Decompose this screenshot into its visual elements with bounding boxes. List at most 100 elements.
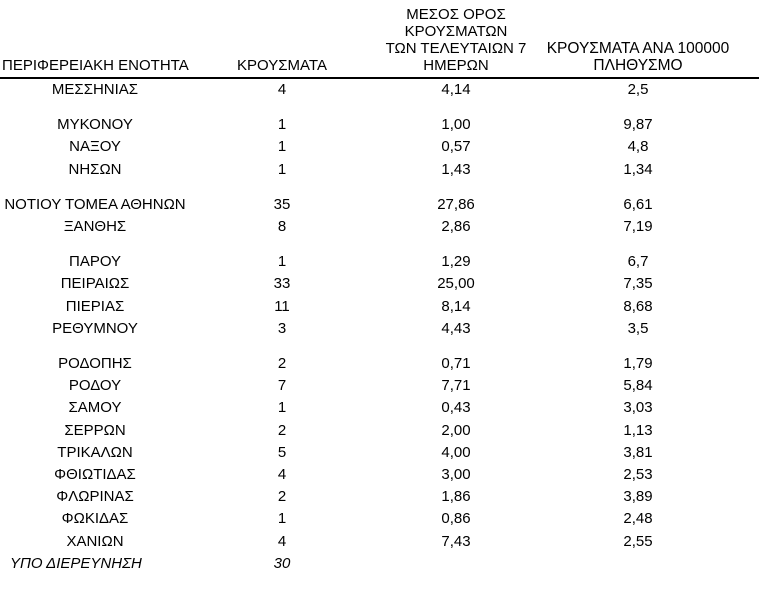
cases-cell: 11	[274, 297, 290, 315]
region-cell: ΝΗΣΩΝ	[68, 160, 122, 178]
cases-cell: 1	[277, 116, 287, 134]
per-100k-cell: 5,84	[623, 377, 653, 395]
table-row: ΡΕΘΥΜΝΟΥ 3 4,43 3,5	[0, 318, 759, 340]
region-cell: ΤΡΙΚΑΛΩΝ	[57, 443, 133, 461]
table-row: ΦΩΚΙΔΑΣ 1 0,86 2,48	[0, 508, 759, 530]
region-cell: ΡΟΔΟΠΗΣ	[58, 355, 132, 373]
table-row: ΤΡΙΚΑΛΩΝ 5 4,00 3,81	[0, 442, 759, 464]
header-avg-7day-cases: ΜΕΣΟΣ ΟΡΟΣ ΚΡΟΥΣΜΑΤΩΝ ΤΩΝ ΤΕΛΕΥΤΑΙΩΝ 7 Η…	[385, 6, 527, 74]
avg-7day-cell: 25,00	[437, 275, 475, 293]
table-row: ΠΑΡΟΥ 1 1,29 6,7	[0, 251, 759, 273]
table-row: ΣΕΡΡΩΝ 2 2,00 1,13	[0, 420, 759, 442]
per-100k-cell: 3,81	[623, 443, 653, 461]
avg-7day-cell: 0,43	[441, 399, 471, 417]
cases-cell: 4	[277, 81, 287, 98]
table-row: ΠΙΕΡΙΑΣ 11 8,14 8,68	[0, 296, 759, 318]
per-100k-cell: 6,7	[627, 253, 649, 271]
region-cell: ΦΛΩΡΙΝΑΣ	[56, 488, 134, 506]
region-cell: ΦΩΚΙΔΑΣ	[61, 510, 129, 528]
cases-cell: 1	[277, 138, 287, 156]
per-100k-cell: 3,03	[623, 399, 653, 417]
avg-7day-cell: 1,00	[441, 116, 471, 134]
table-row: ΠΕΙΡΑΙΩΣ 33 25,00 7,35	[0, 273, 759, 295]
avg-7day-cell	[374, 553, 538, 575]
per-100k-cell: 3,89	[623, 488, 653, 506]
region-cell: ΡΟΔΟΥ	[68, 377, 122, 395]
region-cell: ΡΕΘΥΜΝΟΥ	[52, 319, 138, 337]
per-100k-cell: 7,35	[623, 275, 653, 293]
per-100k-cell: 2,48	[623, 510, 653, 528]
avg-7day-cell: 1,43	[441, 160, 471, 178]
cases-cell: 4	[277, 532, 287, 550]
region-cell: ΞΑΝΘΗΣ	[63, 218, 127, 236]
region-cell: ΠΙΕΡΙΑΣ	[65, 297, 125, 315]
table-row: ΦΘΙΩΤΙΔΑΣ 4 3,00 2,53	[0, 464, 759, 486]
header-divider-line	[0, 77, 759, 79]
per-100k-cell: 4,8	[627, 138, 649, 156]
avg-7day-cell: 2,00	[441, 421, 471, 439]
per-100k-cell: 3,5	[627, 319, 649, 337]
table-row: ΦΛΩΡΙΝΑΣ 2 1,86 3,89	[0, 486, 759, 508]
per-100k-cell: 8,68	[623, 297, 653, 315]
table-row: ΡΟΔΟΥ 7 7,71 5,84	[0, 375, 759, 397]
avg-7day-cell: 0,57	[441, 138, 471, 156]
cases-cell: 2	[277, 488, 287, 506]
table-row: ΣΑΜΟΥ 1 0,43 3,03	[0, 397, 759, 419]
region-cell: ΜΥΚΟΝΟΥ	[57, 116, 133, 134]
cases-cell: 2	[277, 355, 287, 373]
per-100k-cell: 2,5	[627, 81, 649, 98]
region-cell: ΣΕΡΡΩΝ	[64, 421, 126, 439]
per-100k-cell	[538, 553, 738, 575]
cases-cell: 1	[277, 399, 287, 417]
avg-7day-cell: 1,86	[441, 488, 471, 506]
table-row: ΜΥΚΟΝΟΥ 1 1,00 9,87	[0, 114, 759, 136]
avg-7day-cell: 7,71	[441, 377, 471, 395]
table-body: ΜΕΣΣΗΝΙΑΣ 4 4,14 2,5 ΜΥΚΟΝΟΥ 1 1,00 9,87…	[0, 79, 759, 575]
header-cases-per-100k: ΚΡΟΥΣΜΑΤΑ ΑΝΑ 100000 ΠΛΗΘΥΣΜΟ	[546, 40, 730, 74]
per-100k-cell: 1,13	[623, 421, 653, 439]
avg-7day-cell: 4,00	[441, 443, 471, 461]
region-cell: ΣΑΜΟΥ	[68, 399, 122, 417]
table-header-row: ΠΕΡΙΦΕΡΕΙΑΚΗ ΕΝΟΤΗΤΑ ΚΡΟΥΣΜΑΤΑ ΜΕΣΟΣ ΟΡΟ…	[0, 0, 759, 74]
cases-cell: 8	[277, 218, 287, 236]
table-row: ΝΗΣΩΝ 1 1,43 1,34	[0, 159, 759, 181]
per-100k-cell: 2,53	[623, 466, 653, 484]
region-cell: ΠΕΙΡΑΙΩΣ	[60, 275, 130, 293]
avg-7day-cell: 1,29	[441, 253, 471, 271]
avg-7day-cell: 7,43	[441, 532, 471, 550]
region-cell: ΜΕΣΣΗΝΙΑΣ	[51, 81, 139, 98]
table-row: ΝΑΞΟΥ 1 0,57 4,8	[0, 136, 759, 158]
region-cell: ΧΑΝΙΩΝ	[66, 532, 124, 550]
per-100k-cell: 2,55	[623, 532, 653, 550]
avg-7day-cell: 0,86	[441, 510, 471, 528]
region-cell: ΝΑΞΟΥ	[69, 138, 121, 156]
cases-cell: 33	[273, 275, 291, 293]
region-cell: ΥΠΟ ΔΙΕΡΕΥΝΗΣΗ	[10, 554, 142, 572]
avg-7day-cell: 0,71	[441, 355, 471, 373]
region-cell: ΝΟΤΙΟΥ ΤΟΜΕΑ ΑΘΗΝΩΝ	[4, 195, 186, 213]
cases-cell: 4	[277, 466, 287, 484]
region-cell: ΦΘΙΩΤΙΔΑΣ	[54, 466, 136, 484]
table-row: ΥΠΟ ΔΙΕΡΕΥΝΗΣΗ 30	[0, 553, 759, 575]
table-row: ΞΑΝΘΗΣ 8 2,86 7,19	[0, 216, 759, 238]
cases-cell: 35	[273, 195, 291, 213]
cases-cell: 1	[277, 253, 287, 271]
avg-7day-cell: 2,86	[441, 218, 471, 236]
per-100k-cell: 7,19	[623, 218, 653, 236]
cases-cell: 30	[273, 554, 291, 572]
avg-7day-cell: 3,00	[441, 466, 471, 484]
table-row: ΜΕΣΣΗΝΙΑΣ 4 4,14 2,5	[0, 79, 759, 101]
per-100k-cell: 6,61	[623, 195, 653, 213]
per-100k-cell: 1,34	[623, 160, 653, 178]
cases-cell: 5	[277, 443, 287, 461]
per-100k-cell: 1,79	[623, 355, 653, 373]
table-row: ΡΟΔΟΠΗΣ 2 0,71 1,79	[0, 353, 759, 375]
table-row: ΝΟΤΙΟΥ ΤΟΜΕΑ ΑΘΗΝΩΝ 35 27,86 6,61	[0, 194, 759, 216]
avg-7day-cell: 4,43	[441, 319, 471, 337]
cases-cell: 3	[277, 319, 287, 337]
cases-cell: 7	[277, 377, 287, 395]
per-100k-cell: 9,87	[623, 116, 653, 134]
header-regional-unit: ΠΕΡΙΦΕΡΕΙΑΚΗ ΕΝΟΤΗΤΑ	[2, 57, 189, 74]
avg-7day-cell: 27,86	[437, 195, 475, 213]
